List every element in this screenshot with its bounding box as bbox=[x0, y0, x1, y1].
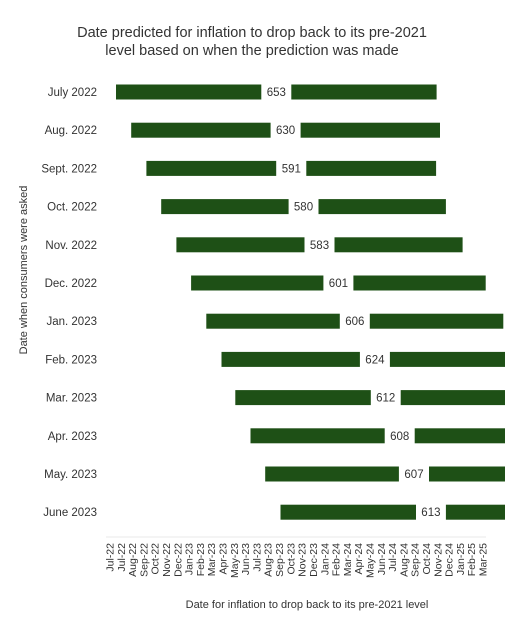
x-tick-label: Jan-23 bbox=[184, 543, 196, 575]
x-tick-label: Aug-22 bbox=[127, 543, 139, 577]
category-label: Sept. 2022 bbox=[41, 163, 97, 175]
y-axis-title: Date when consumers were asked bbox=[18, 186, 30, 355]
x-tick-label: Jul-23 bbox=[251, 543, 263, 572]
category-label: Aug. 2022 bbox=[45, 125, 97, 137]
category-label: May. 2023 bbox=[44, 469, 97, 481]
bar-value-label: 612 bbox=[376, 393, 395, 405]
bar-segment-left bbox=[131, 122, 271, 138]
x-tick-label: Jan-25 bbox=[455, 543, 467, 575]
bar-value-label: 653 bbox=[267, 87, 286, 99]
bars-group: 653 630 591 580 583 601 606 624 612 608 607 613 bbox=[116, 84, 505, 520]
bar-segment-left bbox=[280, 504, 416, 520]
bar-segment-left bbox=[161, 199, 289, 215]
category-label: Jan. 2023 bbox=[46, 316, 97, 328]
bar-segment-left bbox=[146, 160, 277, 176]
bar-value-label: 624 bbox=[365, 354, 385, 366]
chart-title-line-2: level based on when the prediction was m… bbox=[105, 43, 398, 59]
bar-value-label: 580 bbox=[294, 202, 313, 214]
bar-segment-right bbox=[445, 504, 505, 520]
x-tick-label: Dec-24 bbox=[444, 543, 456, 577]
x-tick-label: Sep-22 bbox=[138, 543, 150, 577]
x-tick-label: May-23 bbox=[229, 543, 241, 578]
bar-value-label: 607 bbox=[404, 469, 423, 481]
x-tick-label: Mar-24 bbox=[342, 543, 354, 576]
category-label: Nov. 2022 bbox=[45, 240, 97, 252]
bar-segment-right bbox=[353, 275, 486, 291]
x-tick-label: Mar-25 bbox=[478, 543, 490, 576]
x-tick-label: Oct-24 bbox=[421, 543, 433, 575]
bar-segment-right bbox=[429, 466, 505, 482]
category-label: Oct. 2022 bbox=[47, 202, 97, 214]
bar-segment-left bbox=[191, 275, 324, 291]
bar-segment-right bbox=[306, 160, 437, 176]
bar-segment-right bbox=[300, 122, 440, 138]
category-label: Apr. 2023 bbox=[48, 431, 97, 443]
bar-value-label: 606 bbox=[345, 316, 364, 328]
category-label: Dec. 2022 bbox=[45, 278, 97, 290]
x-tick-label: Dec-23 bbox=[308, 543, 320, 577]
bar-segment-left bbox=[221, 351, 360, 367]
x-tick-label: Aug-23 bbox=[263, 543, 275, 577]
x-tick-label: Jan-24 bbox=[319, 543, 331, 575]
x-tick-label: Dec-22 bbox=[172, 543, 184, 577]
x-tick-label: Mar-23 bbox=[206, 543, 218, 576]
bar-segment-left bbox=[116, 84, 262, 100]
x-tick-label: Apr-23 bbox=[218, 543, 230, 575]
x-tick-label: Oct-23 bbox=[285, 543, 297, 575]
x-tick-label: Apr-24 bbox=[353, 543, 365, 575]
bar-value-label: 591 bbox=[282, 163, 301, 175]
x-tick-label: Jun-24 bbox=[376, 543, 388, 575]
category-label: July 2022 bbox=[48, 87, 97, 99]
bar-segment-left bbox=[265, 466, 399, 482]
x-axis-title: Date for inflation to drop back to its p… bbox=[186, 599, 429, 611]
x-tick-label: Jul-24 bbox=[387, 543, 399, 572]
x-tick-label: Jul-22 bbox=[116, 543, 128, 572]
bar-segment-right bbox=[414, 428, 505, 444]
bar-segment-left bbox=[206, 313, 340, 329]
x-tick-label: Oct-22 bbox=[150, 543, 162, 575]
category-labels: July 2022 Aug. 2022 Sept. 2022 Oct. 2022 Nov… bbox=[41, 87, 97, 519]
x-tick-label: Nov-22 bbox=[161, 543, 173, 577]
x-tick-label: Nov-23 bbox=[297, 543, 309, 577]
bar-segment-left bbox=[250, 428, 385, 444]
category-label: June 2023 bbox=[43, 507, 97, 519]
bar-value-label: 601 bbox=[329, 278, 348, 290]
bar-value-label: 608 bbox=[390, 431, 409, 443]
x-tick-label: Sep-23 bbox=[274, 543, 286, 577]
chart-title-line-1: Date predicted for inflation to drop bac… bbox=[77, 25, 427, 41]
x-tick-label: Nov-24 bbox=[432, 543, 444, 577]
x-tick-label: Aug-24 bbox=[398, 543, 410, 577]
x-tick-label: Jul-22 bbox=[105, 543, 117, 572]
bar-segment-right bbox=[318, 199, 446, 215]
bar-segment-right bbox=[400, 390, 505, 406]
bar-segment-left bbox=[235, 390, 371, 406]
x-tick-label: Sep-24 bbox=[410, 543, 422, 577]
x-tick-label: Feb-23 bbox=[195, 543, 207, 576]
bar-segment-right bbox=[291, 84, 437, 100]
bar-segment-right bbox=[369, 313, 504, 329]
x-tick-label: May-24 bbox=[365, 543, 377, 578]
x-tick-label: Feb-24 bbox=[331, 543, 343, 576]
category-label: Mar. 2023 bbox=[46, 393, 97, 405]
x-tick-label: Jun-23 bbox=[240, 543, 252, 575]
x-tick-label: Feb-25 bbox=[466, 543, 478, 576]
bar-segment-left bbox=[176, 237, 305, 253]
bar-value-label: 613 bbox=[421, 507, 440, 519]
bar-value-label: 583 bbox=[310, 240, 329, 252]
bar-segment-right bbox=[389, 351, 505, 367]
category-label: Feb. 2023 bbox=[45, 354, 97, 366]
x-tick-labels: Jul-22 Jul-22 Aug-22 Sep-22 Oct-22 Nov-22 Dec-… bbox=[105, 543, 490, 578]
bar-segment-right bbox=[334, 237, 463, 253]
bar-value-label: 630 bbox=[276, 125, 295, 137]
